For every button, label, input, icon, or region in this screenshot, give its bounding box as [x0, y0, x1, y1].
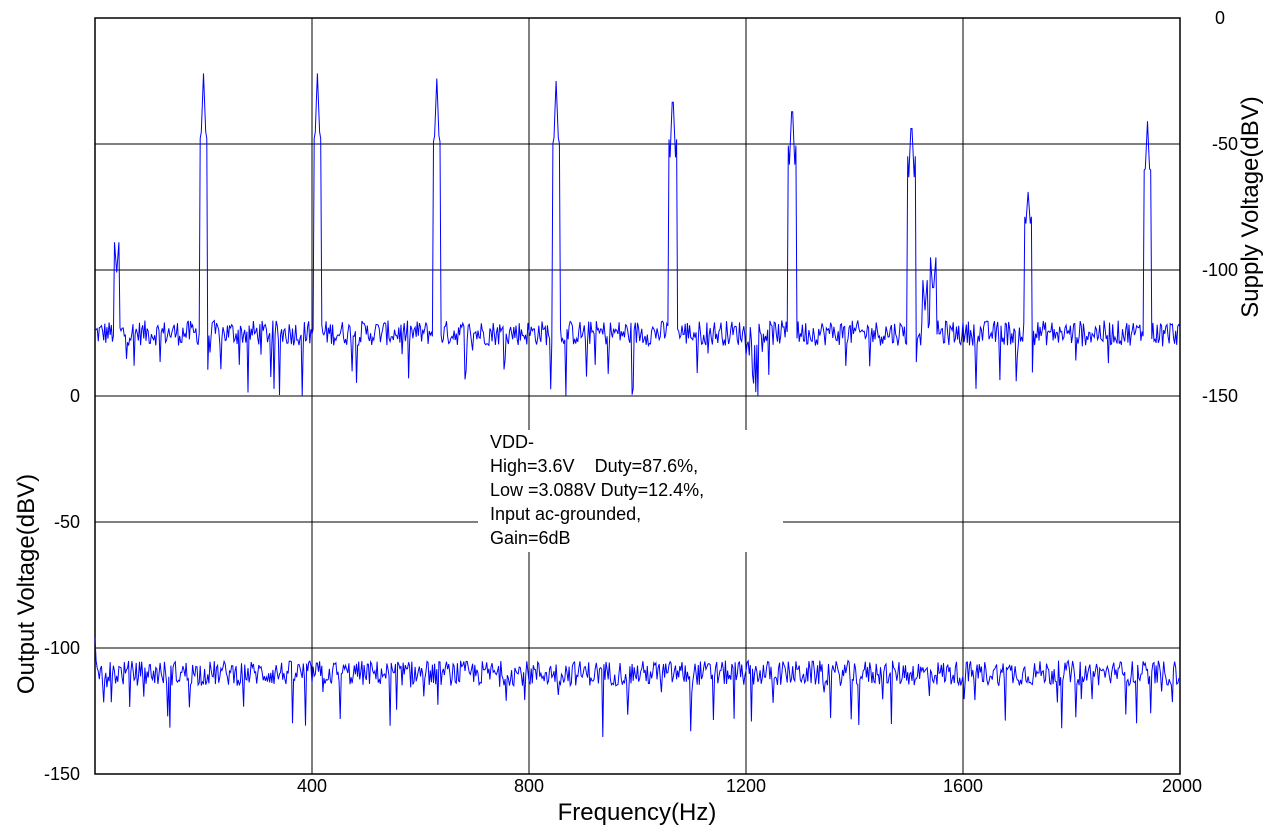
x-tick-label: 1200 — [726, 776, 766, 796]
supply-y-axis-label: Supply Voltage(dBV) — [1237, 96, 1264, 317]
x-tick-label: 400 — [297, 776, 327, 796]
output-y-tick-label: -100 — [44, 638, 80, 658]
annotation-line-3: Low =3.088V Duty=12.4%, — [490, 480, 704, 500]
output-y-axis-label: Output Voltage(dBV) — [13, 474, 40, 694]
annotation-line-4: Input ac-grounded, — [490, 504, 641, 524]
annotation-line-5: Gain=6dB — [490, 528, 571, 548]
annotation-line-2: High=3.6V Duty=87.6%, — [490, 456, 698, 476]
output-y-tick-labels: 0 -50 -100 -150 — [44, 386, 80, 784]
x-tick-labels: 400 800 1200 1600 2000 — [297, 776, 1202, 796]
supply-y-tick-label: -150 — [1202, 386, 1238, 406]
supply-spectrum-line — [94, 73, 1181, 397]
grid-lines — [95, 18, 1180, 774]
output-y-tick-label: -50 — [54, 512, 80, 532]
annotation-background — [478, 430, 783, 552]
supply-spectrum-series — [94, 73, 1181, 397]
supply-y-tick-label: -100 — [1202, 260, 1238, 280]
supply-y-tick-label: -50 — [1212, 134, 1238, 154]
x-tick-label: 2000 — [1162, 776, 1202, 796]
output-y-tick-label: -150 — [44, 764, 80, 784]
x-tick-label: 800 — [514, 776, 544, 796]
output-spectrum-series — [94, 637, 1181, 738]
x-axis-label: Frequency(Hz) — [558, 799, 717, 826]
x-tick-label: 1600 — [943, 776, 983, 796]
output-y-tick-label: 0 — [70, 386, 80, 406]
output-spectrum-line — [94, 637, 1181, 738]
annotation-line-1: VDD- — [490, 432, 534, 452]
supply-y-tick-label: 0 — [1215, 8, 1225, 28]
supply-y-tick-labels: 0 -50 -100 -150 — [1202, 8, 1238, 406]
